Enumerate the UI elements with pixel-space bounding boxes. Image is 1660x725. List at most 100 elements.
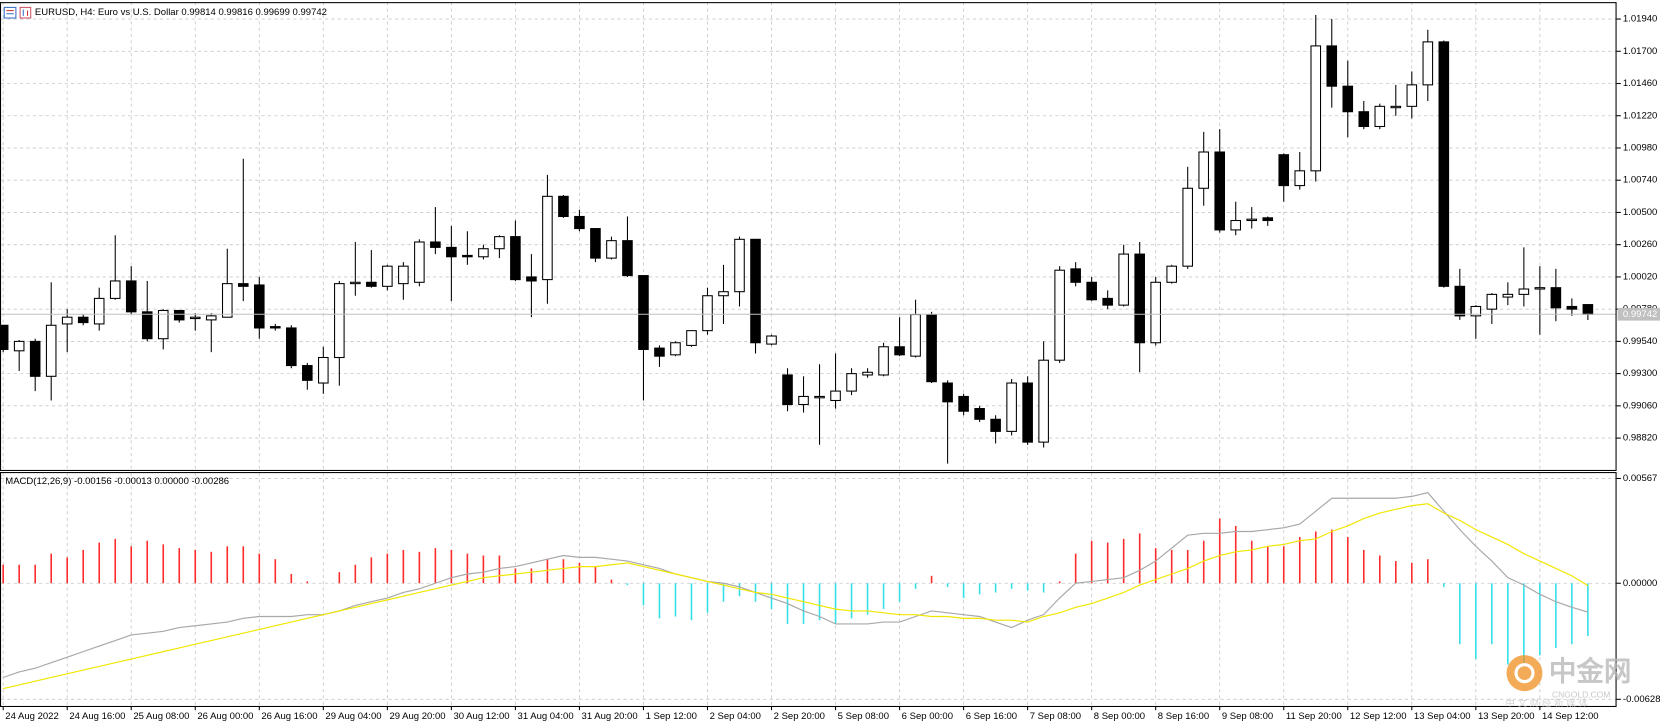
candle-body (718, 291, 729, 297)
macd-title: MACD(12,26,9) -0.00156 -0.00013 0.00000 … (5, 476, 229, 487)
candle-body (510, 236, 521, 281)
histogram-bar (18, 564, 20, 584)
x-tick-label: 6 Sep 16:00 (966, 711, 1017, 722)
y-tick-label: 0.98820 (1623, 433, 1657, 444)
histogram-bar (1074, 553, 1077, 584)
candle-body (430, 241, 441, 248)
candle-body (221, 283, 233, 318)
histogram-bar (1571, 583, 1573, 645)
x-tick-label: 2 Sep 04:00 (710, 711, 761, 722)
x-tick-label: 8 Sep 00:00 (1094, 711, 1145, 722)
watermark-logo-mark (1514, 663, 1535, 684)
histogram-bar (34, 564, 36, 584)
histogram-bar (930, 575, 933, 584)
candle-body (1230, 219, 1242, 231)
candle-body (990, 418, 1001, 432)
candle-body (1086, 281, 1097, 301)
x-tick-label: 25 Aug 08:00 (133, 711, 189, 722)
candle-body (814, 395, 825, 399)
icon-chart[interactable] (19, 6, 32, 19)
histogram-bar (50, 553, 52, 584)
histogram-bar (130, 546, 133, 584)
x-tick-label: 24 Aug 16:00 (69, 711, 125, 722)
candle-body (109, 280, 121, 299)
x-tick-label: 24 Aug 2022 (5, 711, 58, 722)
candle-body (253, 284, 265, 329)
candle-body (462, 254, 473, 258)
chart-title: EURUSD, H4: Euro vs U.S. Dollar 0.99814 … (35, 7, 327, 18)
candle-body (878, 346, 889, 376)
candle-body (558, 195, 569, 218)
last-price-label: 0.99742 (1623, 309, 1657, 320)
y-tick-label: 1.00020 (1623, 271, 1657, 282)
candle-body (1246, 218, 1258, 222)
candle-body (686, 330, 697, 346)
histogram-bar (1218, 518, 1221, 584)
candle-body (590, 228, 601, 259)
x-tick-label: 26 Aug 16:00 (261, 711, 317, 722)
candle-body (61, 316, 73, 325)
histogram-bar (482, 555, 485, 584)
y-tick-label: 1.01220 (1623, 110, 1657, 121)
histogram-bar (690, 583, 693, 621)
candle-body (926, 313, 937, 383)
watermark-slogan: 中 文 财 经 新 媒 体 (1505, 697, 1588, 709)
candle-body (318, 356, 329, 384)
histogram-bar (162, 544, 165, 584)
histogram-bar (1395, 561, 1397, 584)
x-tick-label: 29 Aug 04:00 (325, 711, 381, 722)
candle-body (1134, 253, 1145, 344)
histogram-bar (274, 559, 277, 584)
x-tick-label: 2 Sep 20:00 (774, 711, 825, 722)
candle-body (478, 248, 489, 258)
histogram-bar (722, 583, 725, 602)
histogram-bar (1475, 583, 1477, 660)
x-tick-label: 7 Sep 08:00 (1030, 711, 1081, 722)
candle-body (702, 295, 713, 332)
candle-body (1454, 285, 1466, 317)
candle-body (798, 395, 809, 406)
candle-body (622, 240, 633, 277)
candle-body (782, 374, 793, 406)
header-icons (3, 6, 32, 19)
watermark: 中金网 CNGOLD.COM 中 文 财 经 新 媒 体 (1505, 655, 1631, 709)
histogram-bar (882, 583, 885, 610)
candle-body (1150, 281, 1161, 344)
candle-body (862, 371, 873, 376)
candle-body (1038, 359, 1049, 443)
histogram-bar (866, 583, 869, 615)
x-tick-label: 31 Aug 04:00 (518, 711, 574, 722)
histogram-bar (1587, 583, 1589, 637)
y-tick-label: 1.00740 (1623, 175, 1657, 186)
histogram-bar (1266, 546, 1269, 584)
candle-body (398, 265, 409, 285)
histogram-bar (290, 574, 293, 584)
histogram-bar (1507, 583, 1509, 665)
histogram-bar (562, 559, 565, 584)
x-tick-label: 5 Sep 08:00 (838, 711, 889, 722)
candle-body (1342, 85, 1354, 113)
histogram-bar (530, 568, 533, 584)
candle-body (1054, 269, 1065, 361)
y-tick-label: 1.01700 (1623, 46, 1657, 57)
histogram-bar (1234, 525, 1237, 584)
histogram-bar (1555, 583, 1557, 648)
histogram-bar (546, 559, 549, 584)
histogram-bar (1042, 583, 1045, 593)
histogram-bar (114, 538, 117, 584)
histogram-bar (386, 553, 389, 584)
candle-body (1550, 287, 1562, 309)
histogram-bar (1058, 581, 1061, 584)
histogram-bar (802, 583, 805, 624)
histogram-bar (1330, 529, 1333, 584)
candle-body (205, 315, 217, 321)
histogram-bar (1378, 555, 1381, 584)
candle-body (270, 326, 281, 329)
icon-menu[interactable] (3, 6, 17, 19)
histogram-bar (194, 549, 197, 584)
histogram-bar (1362, 549, 1365, 584)
candle-body (1182, 187, 1193, 267)
x-tick-label: 9 Sep 08:00 (1222, 711, 1273, 722)
candle-body (286, 327, 297, 367)
